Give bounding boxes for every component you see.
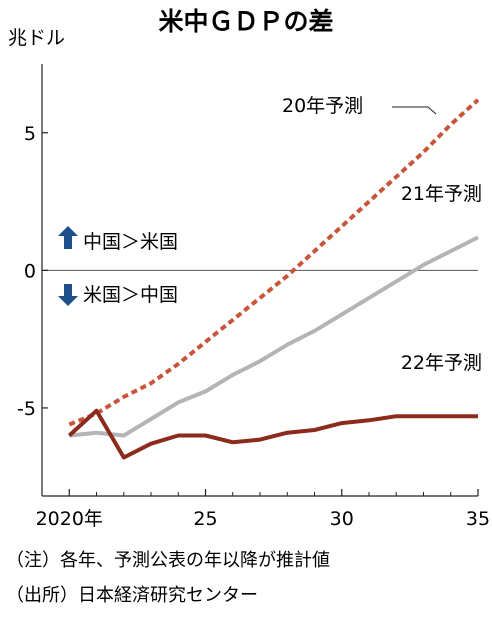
note-text: （注）各年、予測公表の年以降が推計値 <box>6 550 330 571</box>
series-lines <box>67 98 480 460</box>
series-line-3 <box>67 408 478 460</box>
annotation-down: 米国＞中国 <box>58 284 178 306</box>
unit-label: 兆ドル <box>8 27 65 49</box>
plot-area: 5 0 -5 2020年 25 30 35 20年予測 21年予測 22年予測 <box>17 64 490 530</box>
series-label-3: 22年予測 <box>401 352 482 374</box>
x-tick-label: 25 <box>193 508 217 530</box>
y-tick-label: -5 <box>17 398 36 420</box>
series-label-1: 20年予測 <box>282 95 363 117</box>
arrow-up-icon <box>58 226 78 249</box>
series-line-1 <box>68 98 480 427</box>
annotation-up: 中国＞米国 <box>58 226 178 253</box>
y-tick-label: 5 <box>24 123 36 145</box>
arrow-down-icon <box>58 284 78 306</box>
annotation-down-label: 米国＞中国 <box>83 284 178 306</box>
series-labels: 20年予測 21年予測 22年予測 <box>282 95 482 374</box>
x-tick-label: 30 <box>330 508 354 530</box>
x-ticks: 2020年 25 30 35 <box>36 489 490 530</box>
annotation-up-label: 中国＞米国 <box>83 231 178 253</box>
y-ticks: 5 0 -5 <box>17 123 48 420</box>
chart-title: 米中ＧＤＰの差 <box>158 7 333 36</box>
x-tick-label: 35 <box>466 508 490 530</box>
source-text: （出所）日本経済研究センター <box>6 585 258 606</box>
x-tick-label: 2020年 <box>36 508 103 530</box>
series-label-2: 21年予測 <box>401 183 482 205</box>
series-label-1-leader <box>392 106 437 115</box>
series-line-2 <box>69 235 479 438</box>
y-tick-label: 0 <box>24 260 36 282</box>
